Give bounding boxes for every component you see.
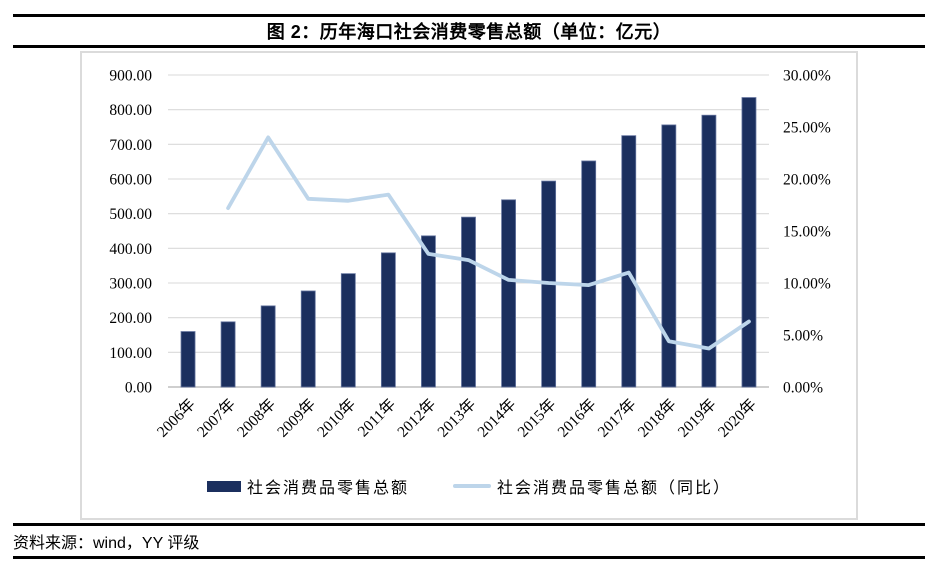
figure-title: 图 2：历年海口社会消费零售总额（单位：亿元） [266, 22, 672, 42]
left-axis-tick: 600.00 [109, 172, 152, 189]
legend-item-bar-series: 社会消费品零售总额 [206, 474, 409, 498]
x-axis-tick: 2010年 [314, 395, 360, 441]
source-note: 资料来源：wind，YY 评级 [13, 535, 200, 552]
legend-item-line-series: 社会消费品零售总额（同比） [453, 474, 731, 498]
left-axis-tick: 100.00 [109, 345, 152, 362]
left-axis-tick: 300.00 [109, 276, 152, 293]
x-axis-tick: 2009年 [273, 395, 319, 441]
legend-label-line-series: 社会消费品零售总额（同比） [497, 480, 732, 497]
left-axis-tick: 500.00 [109, 206, 152, 223]
right-axis-tick: 20.00% [783, 172, 831, 189]
bar-2017年 [621, 135, 637, 388]
x-axis-tick: 2006年 [153, 395, 199, 441]
bar-2014年 [501, 199, 516, 388]
growth-line [226, 135, 751, 351]
right-axis-tick: 5.00% [783, 328, 823, 345]
x-axis-tick: 2015年 [514, 395, 560, 441]
right-axis-tick: 0.00% [783, 380, 823, 397]
bar-2011年 [380, 252, 396, 388]
bar-2010年 [340, 273, 356, 388]
left-axis-tick: 700.00 [109, 137, 152, 154]
x-axis-tick: 2019年 [674, 395, 720, 441]
bar-2009年 [300, 290, 316, 388]
page-bottom-divider [13, 556, 925, 559]
right-axis-tick: 10.00% [783, 276, 831, 293]
title-divider [13, 45, 925, 48]
bar-2019年 [701, 114, 717, 388]
chart-area: 0.00 100.00 200.00 300.00 400.00 500.00 600.00… [80, 51, 858, 520]
bar-2016年 [581, 160, 597, 388]
top-divider [13, 14, 925, 17]
chart-svg: 0.00 100.00 200.00 300.00 400.00 500.00 600.00… [109, 68, 831, 441]
left-axis-tick: 900.00 [109, 68, 152, 85]
x-axis-tick: 2014年 [474, 395, 520, 441]
right-axis-tick: 30.00% [783, 68, 831, 85]
x-axis-tick: 2008年 [233, 395, 279, 441]
left-axis-tick: 800.00 [109, 102, 152, 119]
bar-2013年 [461, 216, 476, 388]
bar-2012年 [421, 235, 436, 388]
line-series-swatch-icon [453, 484, 491, 488]
right-axis-tick: 25.00% [783, 120, 831, 137]
bar-2006年 [180, 331, 196, 388]
left-axis-tick: 200.00 [109, 310, 152, 327]
x-axis-tick: 2011年 [354, 395, 399, 440]
x-axis-tick: 2020年 [714, 395, 760, 441]
x-axis-tick: 2018年 [634, 395, 680, 441]
bar-2008年 [260, 305, 276, 388]
legend-label-bar-series: 社会消费品零售总额 [246, 480, 409, 497]
x-axis-tick: 2017年 [594, 395, 640, 441]
left-axis-tick: 0.00 [125, 380, 152, 397]
bar-2018年 [661, 124, 677, 388]
x-axis-tick: 2016年 [554, 395, 600, 441]
left-axis-tick: 400.00 [109, 241, 152, 258]
x-axis-tick: 2007年 [193, 395, 239, 441]
chart-legend: 社会消费品零售总额 社会消费品零售总额（同比） [82, 474, 856, 498]
bar-series-swatch-icon [206, 480, 241, 492]
chart-bottom-divider [13, 523, 925, 526]
right-axis-tick: 15.00% [783, 224, 831, 241]
bar-2020年 [741, 97, 757, 388]
x-axis-tick: 2012年 [394, 395, 440, 441]
x-axis-tick: 2013年 [434, 395, 480, 441]
bar-2007年 [220, 321, 236, 388]
